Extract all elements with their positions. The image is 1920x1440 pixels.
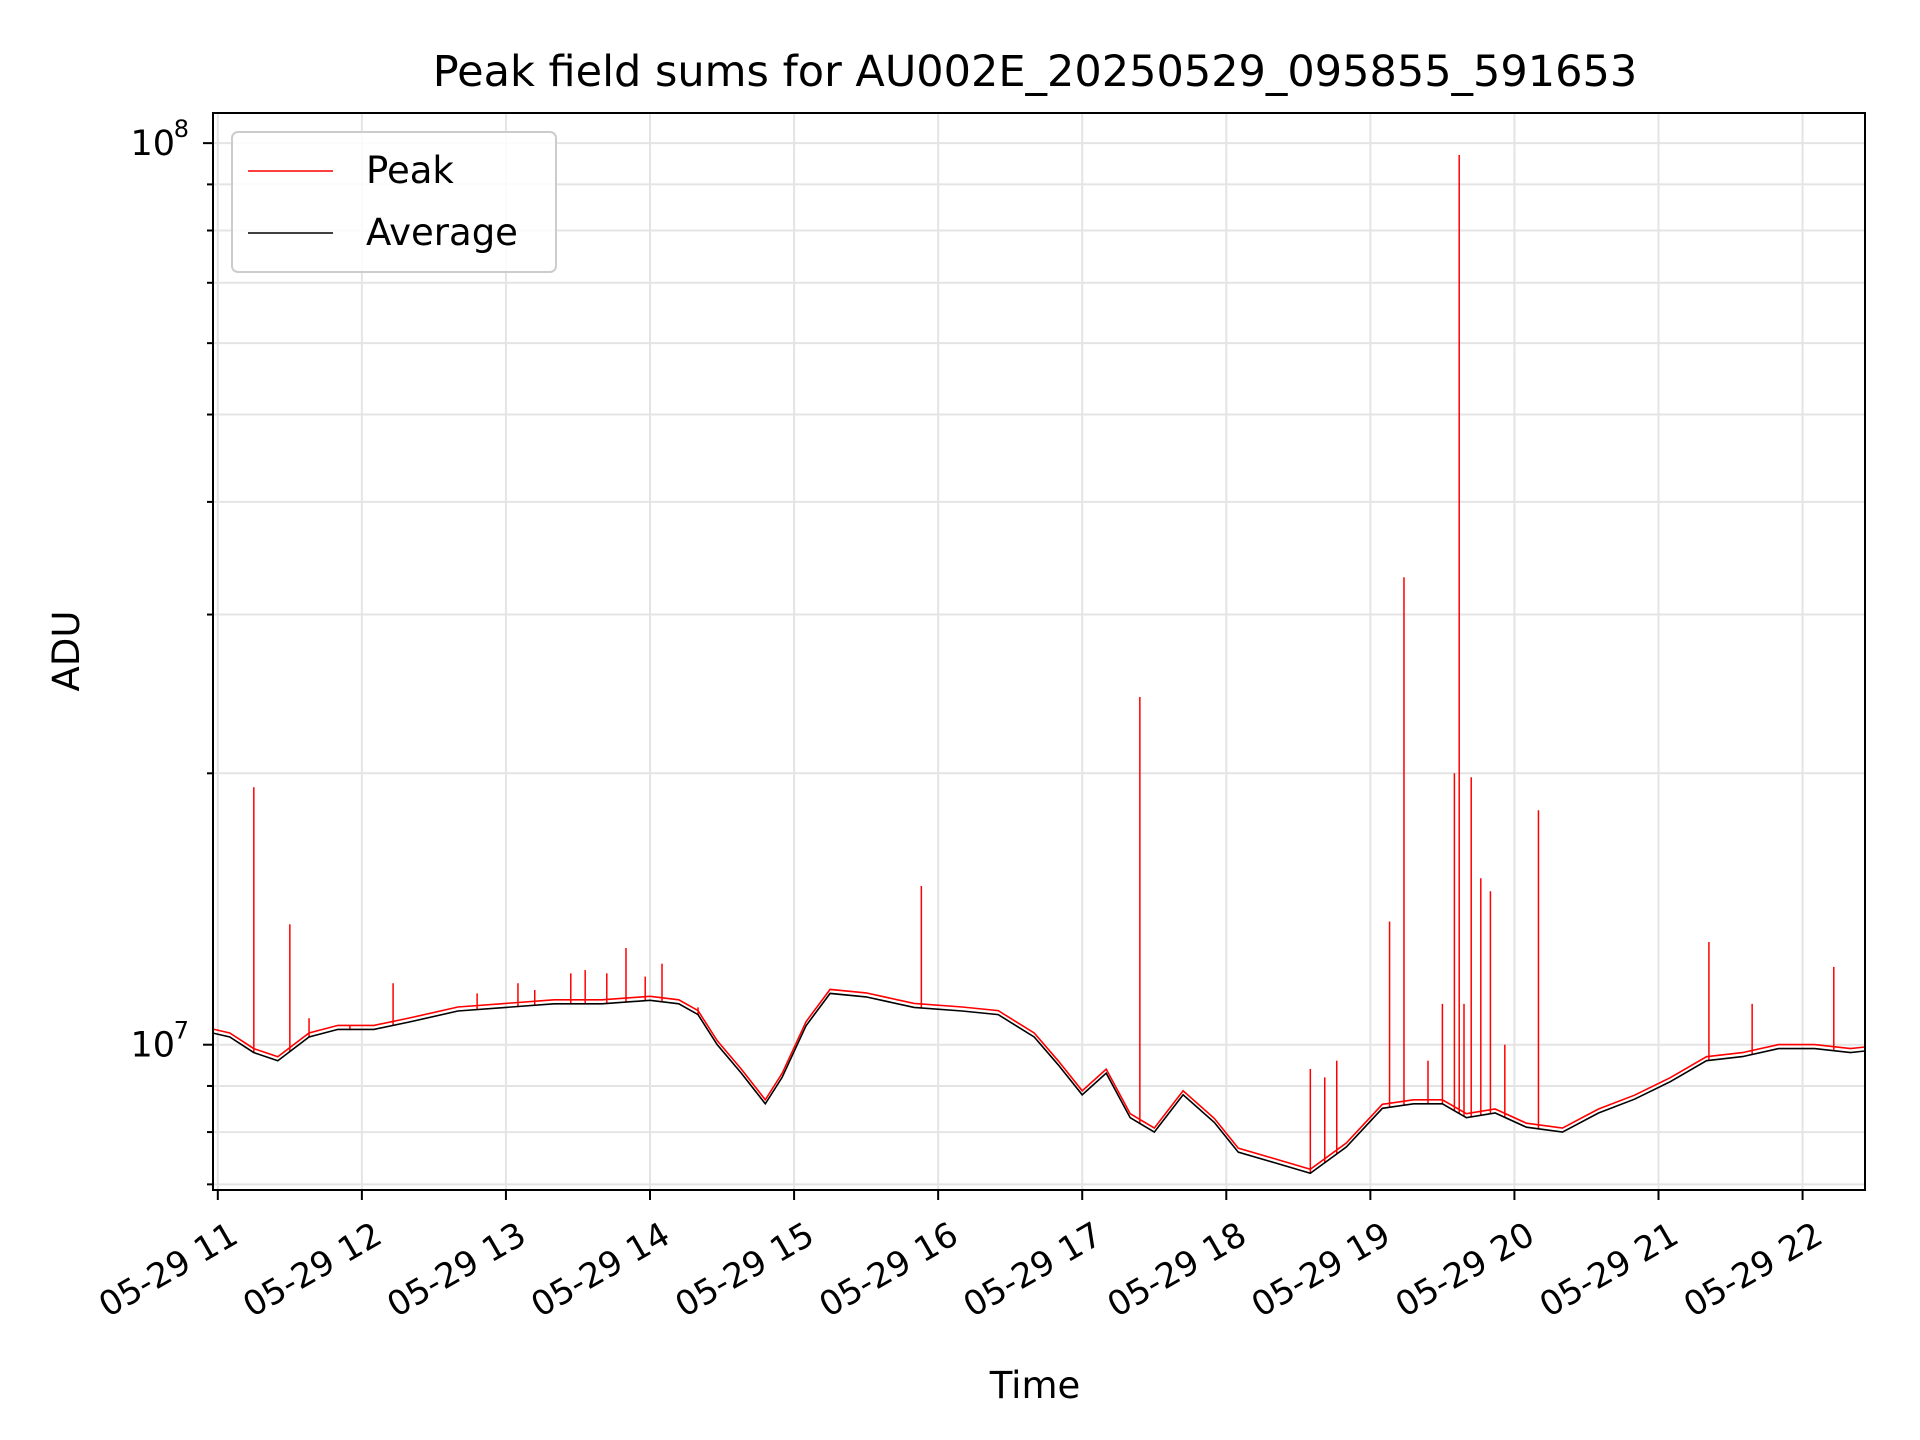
y-tick-label: 10 — [130, 124, 175, 164]
legend-average-label: Average — [366, 211, 518, 254]
x-tick-label: 05-29 17 — [957, 1215, 1109, 1326]
x-tick-label: 05-29 14 — [525, 1215, 677, 1326]
x-tick-label: 05-29 19 — [1245, 1215, 1397, 1326]
x-tick-label: 05-29 20 — [1389, 1215, 1541, 1326]
x-tick-label: 05-29 18 — [1101, 1215, 1253, 1326]
x-tick-label: 05-29 15 — [669, 1215, 821, 1326]
x-tick-label: 05-29 16 — [813, 1215, 965, 1326]
series-layer — [213, 155, 1865, 1175]
x-tick-label: 05-29 21 — [1533, 1215, 1685, 1326]
series-line-average — [213, 992, 1865, 1175]
series-line-peak — [213, 988, 1865, 1171]
x-tick-label: 05-29 13 — [380, 1215, 532, 1326]
plot-frame — [212, 112, 1866, 1191]
legend-peak-label: Peak — [366, 149, 454, 192]
y-tick-label-exponent: 8 — [174, 115, 189, 143]
x-tick-label: 05-29 11 — [92, 1215, 244, 1326]
y-tick-label-exponent: 7 — [174, 1017, 189, 1045]
grid — [213, 113, 1865, 1190]
x-tick-label: 05-29 22 — [1677, 1215, 1829, 1326]
y-tick-label: 10 — [130, 1026, 175, 1066]
x-tick-label: 05-29 12 — [236, 1215, 388, 1326]
chart-title: Peak field sums for AU002E_20250529_0958… — [433, 47, 1637, 97]
y-axis-label: ADU — [45, 611, 88, 692]
legend-box — [231, 131, 557, 273]
legend: Peak Average — [231, 131, 557, 273]
x-axis-label: Time — [989, 1364, 1081, 1407]
